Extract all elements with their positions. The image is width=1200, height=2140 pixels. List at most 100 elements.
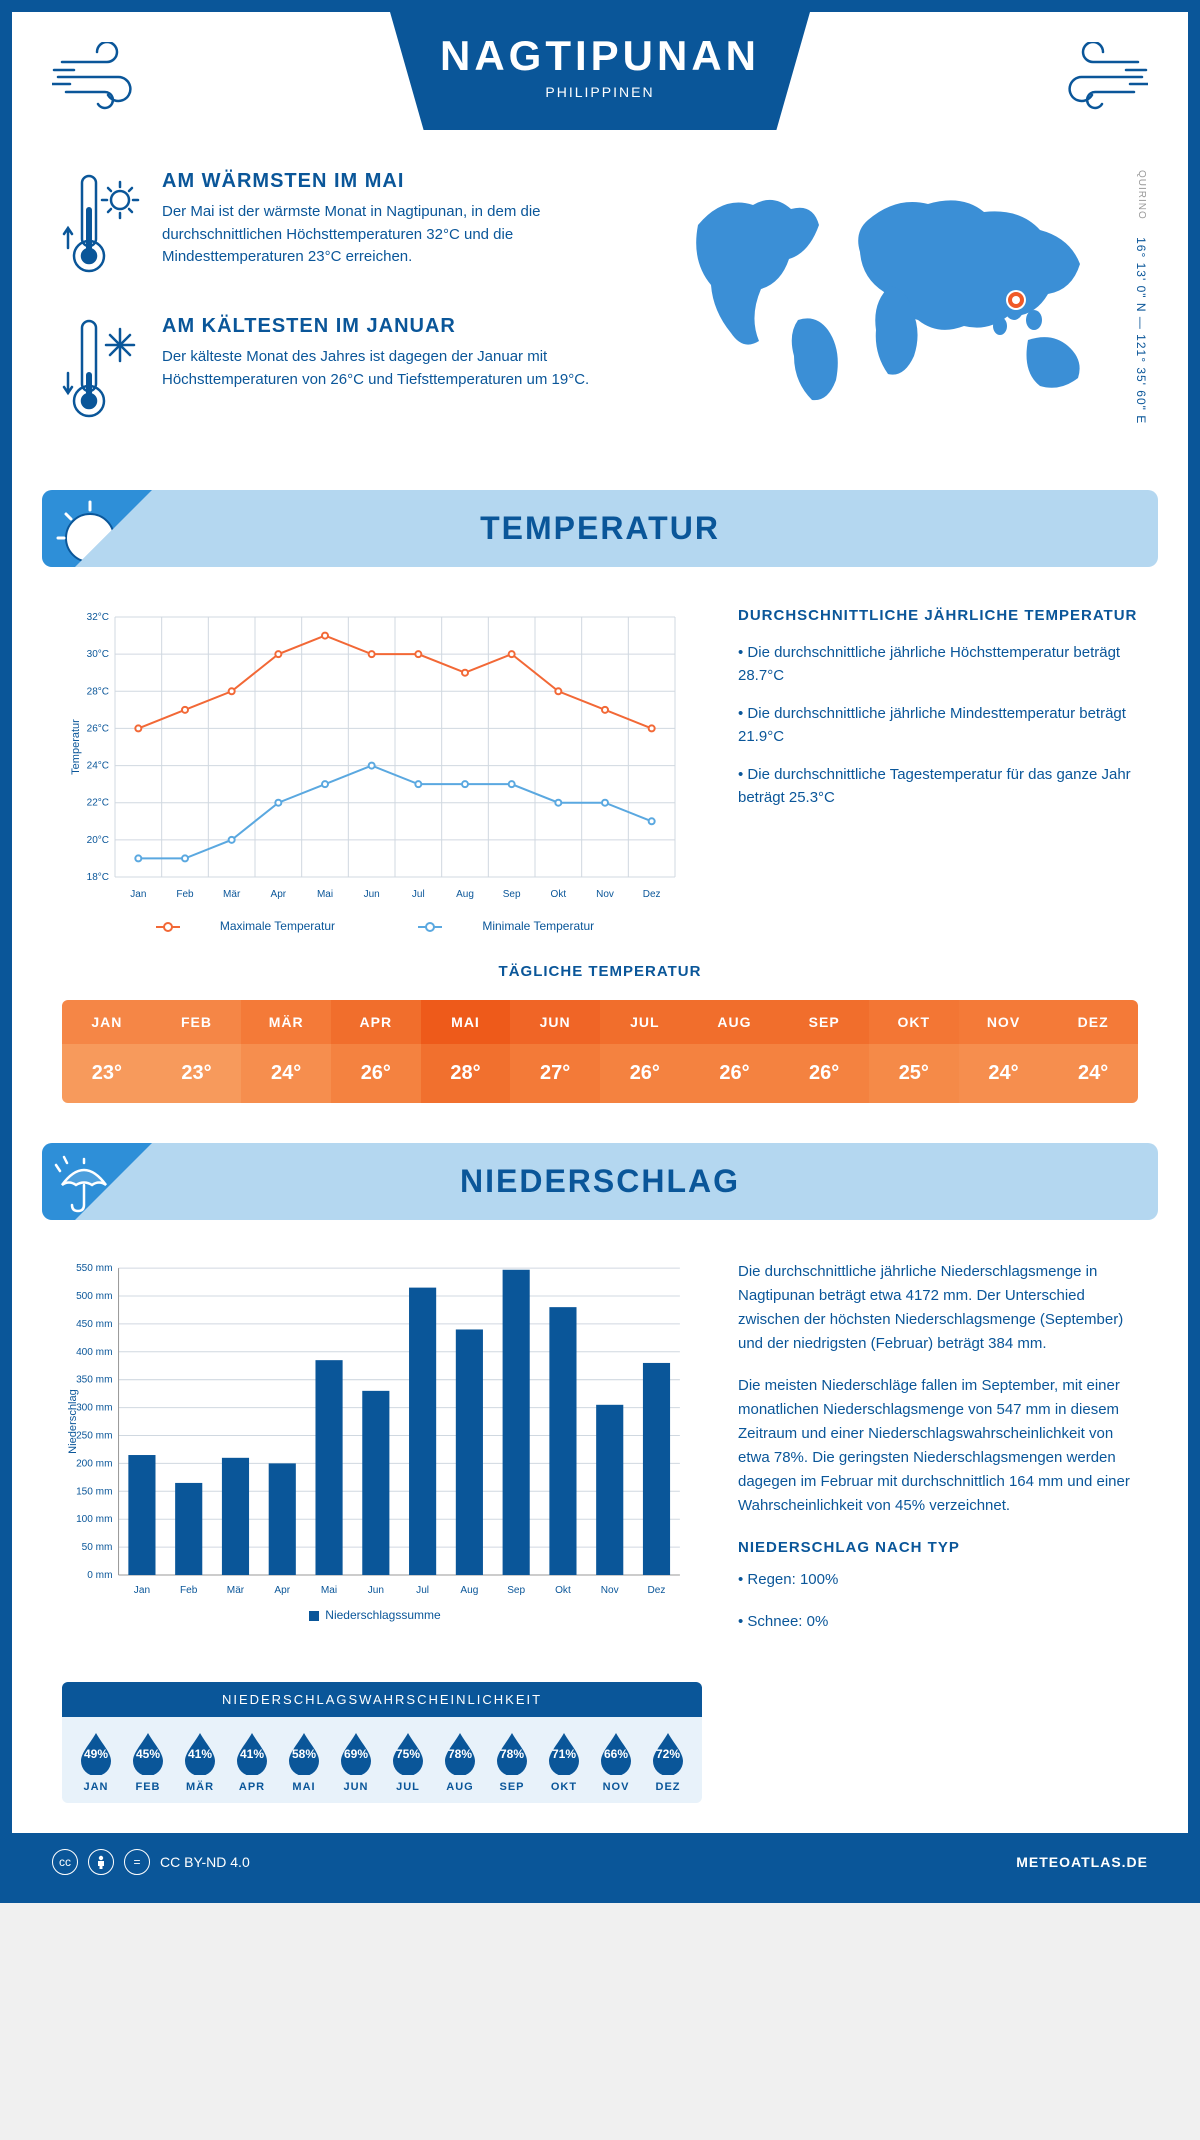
precip-rain: • Regen: 100%	[738, 1568, 1138, 1592]
svg-text:Mär: Mär	[223, 889, 241, 900]
probability-heading: NIEDERSCHLAGSWAHRSCHEINLICHKEIT	[62, 1682, 702, 1717]
svg-text:450 mm: 450 mm	[76, 1319, 112, 1330]
probability-panel: NIEDERSCHLAGSWAHRSCHEINLICHKEIT 49% JAN …	[62, 1682, 702, 1803]
svg-text:Dez: Dez	[643, 889, 661, 900]
umbrella-icon	[42, 1143, 152, 1220]
svg-text:Sep: Sep	[503, 889, 521, 900]
wind-icon	[1038, 42, 1148, 117]
probability-cell: 45% FEB	[122, 1731, 174, 1793]
temp-legend: Maximale Temperatur Minimale Temperatur	[62, 919, 688, 933]
footer: cc = CC BY-ND 4.0 METEOATLAS.DE	[12, 1833, 1188, 1891]
raindrop-icon: 41%	[181, 1731, 219, 1775]
probability-cell: 58% MAI	[278, 1731, 330, 1793]
svg-text:Aug: Aug	[460, 1585, 478, 1596]
location-subtitle: PHILIPPINEN	[430, 84, 770, 100]
table-header: AUG	[690, 1000, 780, 1044]
table-cell: 25°	[869, 1044, 959, 1103]
probability-cell: 78% SEP	[486, 1731, 538, 1793]
wind-icon	[52, 42, 162, 117]
table-header: APR	[331, 1000, 421, 1044]
svg-text:Jul: Jul	[416, 1585, 429, 1596]
probability-cell: 71% OKT	[538, 1731, 590, 1793]
svg-text:Feb: Feb	[176, 889, 194, 900]
table-cell: 23°	[62, 1044, 152, 1103]
temp-section-header: TEMPERATUR	[42, 490, 1158, 567]
license-text: CC BY-ND 4.0	[160, 1854, 250, 1870]
table-cell: 26°	[331, 1044, 421, 1103]
svg-text:Jan: Jan	[130, 889, 146, 900]
svg-text:22°C: 22°C	[87, 798, 109, 809]
daily-temp-heading: TÄGLICHE TEMPERATUR	[62, 963, 1138, 980]
svg-text:32°C: 32°C	[87, 612, 109, 623]
svg-text:Feb: Feb	[180, 1585, 198, 1596]
table-header: SEP	[779, 1000, 869, 1044]
raindrop-icon: 72%	[649, 1731, 687, 1775]
precip-section-header: NIEDERSCHLAG	[42, 1143, 1158, 1220]
site-name: METEOATLAS.DE	[1016, 1854, 1148, 1870]
raindrop-icon: 41%	[233, 1731, 271, 1775]
fact-warm-title: AM WÄRMSTEN IM MAI	[162, 170, 628, 193]
table-header: JUN	[510, 1000, 600, 1044]
page: NAGTIPUNAN PHILIPPINEN AM WÄRMSTEN IM MA…	[0, 0, 1200, 1903]
svg-text:Jan: Jan	[134, 1585, 150, 1596]
legend-min: Minimale Temperatur	[482, 919, 594, 933]
svg-text:Okt: Okt	[551, 889, 567, 900]
svg-text:250 mm: 250 mm	[76, 1431, 112, 1442]
temp-info: DURCHSCHNITTLICHE JÄHRLICHE TEMPERATUR •…	[738, 607, 1138, 933]
table-header: MAI	[421, 1000, 511, 1044]
raindrop-icon: 75%	[389, 1731, 427, 1775]
table-header: FEB	[152, 1000, 242, 1044]
raindrop-icon: 58%	[285, 1731, 323, 1775]
fact-coldest: AM KÄLTESTEN IM JANUAR Der kälteste Mona…	[62, 315, 628, 430]
intro-section: AM WÄRMSTEN IM MAI Der Mai ist der wärms…	[12, 130, 1188, 490]
svg-text:Mär: Mär	[227, 1585, 245, 1596]
svg-text:Jun: Jun	[364, 889, 380, 900]
svg-text:200 mm: 200 mm	[76, 1458, 112, 1469]
precip-type-heading: NIEDERSCHLAG NACH TYP	[738, 1536, 1138, 1560]
precip-p1: Die durchschnittliche jährliche Niedersc…	[738, 1260, 1138, 1356]
sun-icon	[42, 490, 152, 567]
table-cell: 23°	[152, 1044, 242, 1103]
svg-text:50 mm: 50 mm	[82, 1542, 113, 1553]
svg-text:Jun: Jun	[368, 1585, 384, 1596]
svg-text:Aug: Aug	[456, 889, 474, 900]
svg-text:28°C: 28°C	[87, 686, 109, 697]
nd-icon: =	[124, 1849, 150, 1875]
svg-text:400 mm: 400 mm	[76, 1347, 112, 1358]
svg-text:Nov: Nov	[601, 1585, 619, 1596]
svg-text:350 mm: 350 mm	[76, 1375, 112, 1386]
probability-cell: 41% APR	[226, 1731, 278, 1793]
temp-info-heading: DURCHSCHNITTLICHE JÄHRLICHE TEMPERATUR	[738, 607, 1138, 624]
precip-info: Die durchschnittliche jährliche Niedersc…	[738, 1260, 1138, 1652]
precip-snow: • Schnee: 0%	[738, 1610, 1138, 1634]
raindrop-icon: 78%	[493, 1731, 531, 1775]
raindrop-icon: 45%	[129, 1731, 167, 1775]
probability-cell: 78% AUG	[434, 1731, 486, 1793]
precip-p2: Die meisten Niederschläge fallen im Sept…	[738, 1374, 1138, 1518]
legend-max: Maximale Temperatur	[220, 919, 335, 933]
table-cell: 26°	[779, 1044, 869, 1103]
raindrop-icon: 69%	[337, 1731, 375, 1775]
thermometer-cold-icon	[62, 315, 142, 430]
daily-temp-table: TÄGLICHE TEMPERATUR JANFEBMÄRAPRMAIJUNJU…	[12, 963, 1188, 1143]
thermometer-hot-icon	[62, 170, 142, 285]
svg-text:100 mm: 100 mm	[76, 1514, 112, 1525]
svg-text:Jul: Jul	[412, 889, 425, 900]
table-cell: 24°	[241, 1044, 331, 1103]
fact-cold-text: Der kälteste Monat des Jahres ist dagege…	[162, 346, 628, 391]
svg-text:Apr: Apr	[274, 1585, 290, 1596]
precip-title: NIEDERSCHLAG	[460, 1163, 740, 1199]
table-header: JAN	[62, 1000, 152, 1044]
coords-text: 16° 13' 0" N — 121° 35' 60" E	[1134, 237, 1148, 424]
fact-warm-text: Der Mai ist der wärmste Monat in Nagtipu…	[162, 201, 628, 269]
by-icon	[88, 1849, 114, 1875]
svg-text:300 mm: 300 mm	[76, 1403, 112, 1414]
svg-text:Okt: Okt	[555, 1585, 571, 1596]
temp-title: TEMPERATUR	[480, 510, 720, 546]
svg-text:Nov: Nov	[596, 889, 614, 900]
precip-bar-chart: 0 mm50 mm100 mm150 mm200 mm250 mm300 mm3…	[62, 1260, 688, 1652]
temp-info-b1: • Die durchschnittliche jährliche Höchst…	[738, 642, 1138, 687]
world-map-icon	[658, 170, 1138, 410]
svg-text:Dez: Dez	[648, 1585, 666, 1596]
temp-line-chart: 18°C20°C22°C24°C26°C28°C30°C32°CJanFebMä…	[62, 607, 688, 933]
